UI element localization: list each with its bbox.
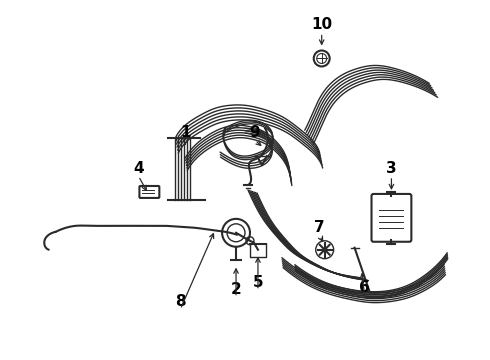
Text: 8: 8 xyxy=(175,294,186,309)
Text: 7: 7 xyxy=(315,220,325,235)
Text: 5: 5 xyxy=(253,275,263,290)
Text: 6: 6 xyxy=(359,280,370,295)
Text: 1: 1 xyxy=(180,125,191,140)
Text: 9: 9 xyxy=(249,125,260,140)
Text: 2: 2 xyxy=(231,282,242,297)
Text: 10: 10 xyxy=(311,17,332,32)
Text: 4: 4 xyxy=(133,161,144,176)
Text: 3: 3 xyxy=(386,161,397,176)
